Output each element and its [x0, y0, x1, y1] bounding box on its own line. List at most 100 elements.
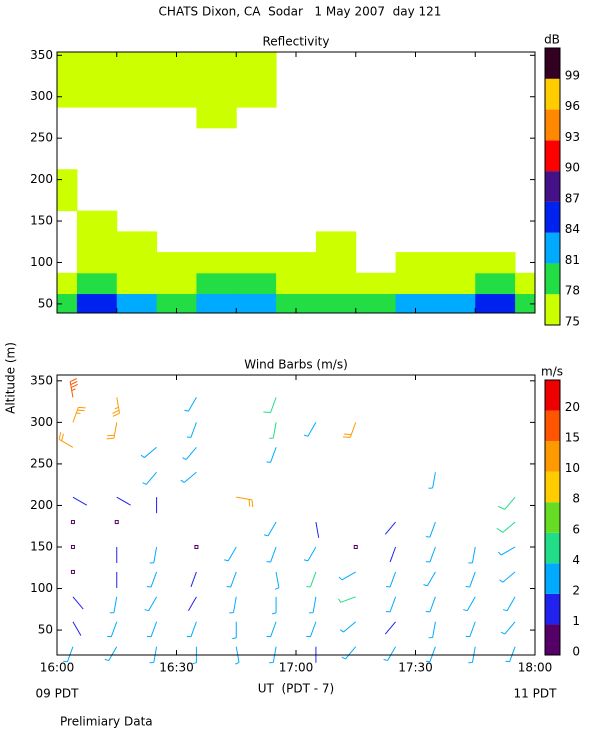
contour-cell	[276, 252, 317, 274]
wind-barb	[190, 571, 197, 588]
wind-barb	[271, 596, 277, 615]
contour-cell	[57, 189, 78, 212]
wind-barb	[69, 378, 78, 398]
wind-barb	[142, 471, 157, 485]
contour-cell	[57, 272, 78, 295]
wind-barb	[465, 621, 476, 638]
wind-barb	[72, 621, 82, 636]
contour-cell	[57, 52, 78, 67]
x-tick-label: 16:30	[159, 661, 194, 675]
y-tick-label: 350	[30, 373, 53, 387]
contour-cell	[116, 293, 158, 314]
y-tick-label: 200	[30, 498, 53, 512]
colorbar-label: 93	[565, 130, 580, 144]
contour-cell	[236, 293, 277, 314]
wind-barb	[428, 472, 436, 489]
contour-cell	[236, 52, 277, 67]
x-tick-label: 17:30	[398, 661, 433, 675]
colorbar-label: 75	[565, 315, 580, 329]
wind-barb	[338, 571, 357, 581]
contour-cell	[57, 86, 78, 108]
x-tick-label: 17:00	[279, 661, 314, 675]
contour-cell	[156, 293, 197, 314]
wind-barb	[140, 446, 157, 458]
contour-cell	[116, 52, 158, 67]
contour-cell	[116, 65, 158, 87]
wind-barb	[342, 422, 357, 438]
wind-barb	[266, 621, 277, 638]
colorbar-label: 2	[572, 583, 580, 597]
colorbar-swatch	[545, 78, 560, 110]
colorbar-label: 20	[565, 400, 580, 414]
contour-cell	[315, 252, 357, 274]
contour-cell	[57, 169, 78, 191]
wind-barb	[186, 422, 197, 438]
wind-barb	[308, 596, 317, 614]
wind-barb	[106, 422, 118, 440]
colorbar-swatch	[545, 48, 560, 79]
wind-barb	[180, 471, 197, 483]
contour-cell	[76, 86, 118, 108]
contour-cell	[276, 293, 317, 314]
y-tick-label: 300	[30, 89, 53, 103]
contour-cell	[196, 293, 237, 314]
wind-barb	[423, 571, 436, 587]
y-tick-label: 150	[30, 214, 53, 228]
wind-barb	[146, 571, 158, 588]
x-tick-label: 18:00	[518, 661, 553, 675]
contour-cell	[116, 252, 158, 274]
wind-barb	[498, 546, 516, 556]
contour-cell	[76, 52, 118, 67]
wind-barb	[58, 432, 74, 448]
wind-barb	[500, 621, 516, 635]
wind-barb	[384, 521, 396, 535]
wind-barb	[303, 422, 317, 437]
colorbar-swatch	[545, 593, 560, 625]
contour-cell	[156, 52, 197, 67]
colorbar-swatch	[545, 624, 560, 655]
colorbar-swatch	[545, 532, 560, 564]
wind-barb	[266, 447, 277, 463]
wind-barb	[263, 521, 277, 537]
contour-cell	[196, 107, 237, 129]
wind-barb	[112, 397, 121, 417]
y-tick-label: 50	[38, 296, 53, 310]
y-tick-label: 250	[30, 131, 53, 145]
page-title: CHATS Dixon, CA Sodar 1 May 2007 day 121	[159, 5, 442, 19]
contour-cell	[156, 65, 197, 87]
wind-barb	[465, 571, 476, 588]
local-start: 09 PDT	[36, 687, 80, 701]
contour-cell	[395, 293, 436, 314]
wind-barb	[266, 546, 277, 563]
contour-cell	[76, 210, 118, 232]
wind-barb	[425, 646, 436, 663]
wind-barb	[229, 596, 237, 614]
colorbar-swatch	[545, 263, 560, 295]
wind-barb	[236, 496, 254, 508]
contour-cell	[196, 252, 237, 274]
wind-barb	[274, 571, 280, 590]
contour-cell	[395, 252, 436, 274]
contour-cell	[236, 272, 277, 295]
wind-barb	[186, 621, 197, 638]
chart-title: Wind Barbs (m/s)	[244, 358, 348, 372]
colorbar-label: 96	[565, 99, 580, 113]
wind-barb	[499, 571, 516, 583]
y-tick-label: 50	[38, 623, 53, 637]
contour-cell	[76, 293, 118, 314]
calm-marker	[194, 544, 199, 549]
y-axis-label: Altitude (m)	[4, 342, 18, 414]
calm-marker	[114, 520, 119, 525]
colorbar-label: 6	[572, 522, 580, 536]
wind-barb	[339, 621, 357, 633]
contour-cell	[76, 252, 118, 274]
contour-cell	[156, 272, 197, 295]
calm-marker	[70, 544, 75, 549]
x-tick-label: 16:00	[40, 661, 75, 675]
colorbar-label: 4	[572, 553, 580, 567]
contour-cell	[395, 272, 436, 295]
wind-barb	[502, 596, 516, 612]
colorbar-title: m/s	[541, 365, 563, 379]
colorbar-swatch	[545, 140, 560, 172]
contour-cell	[196, 52, 237, 67]
